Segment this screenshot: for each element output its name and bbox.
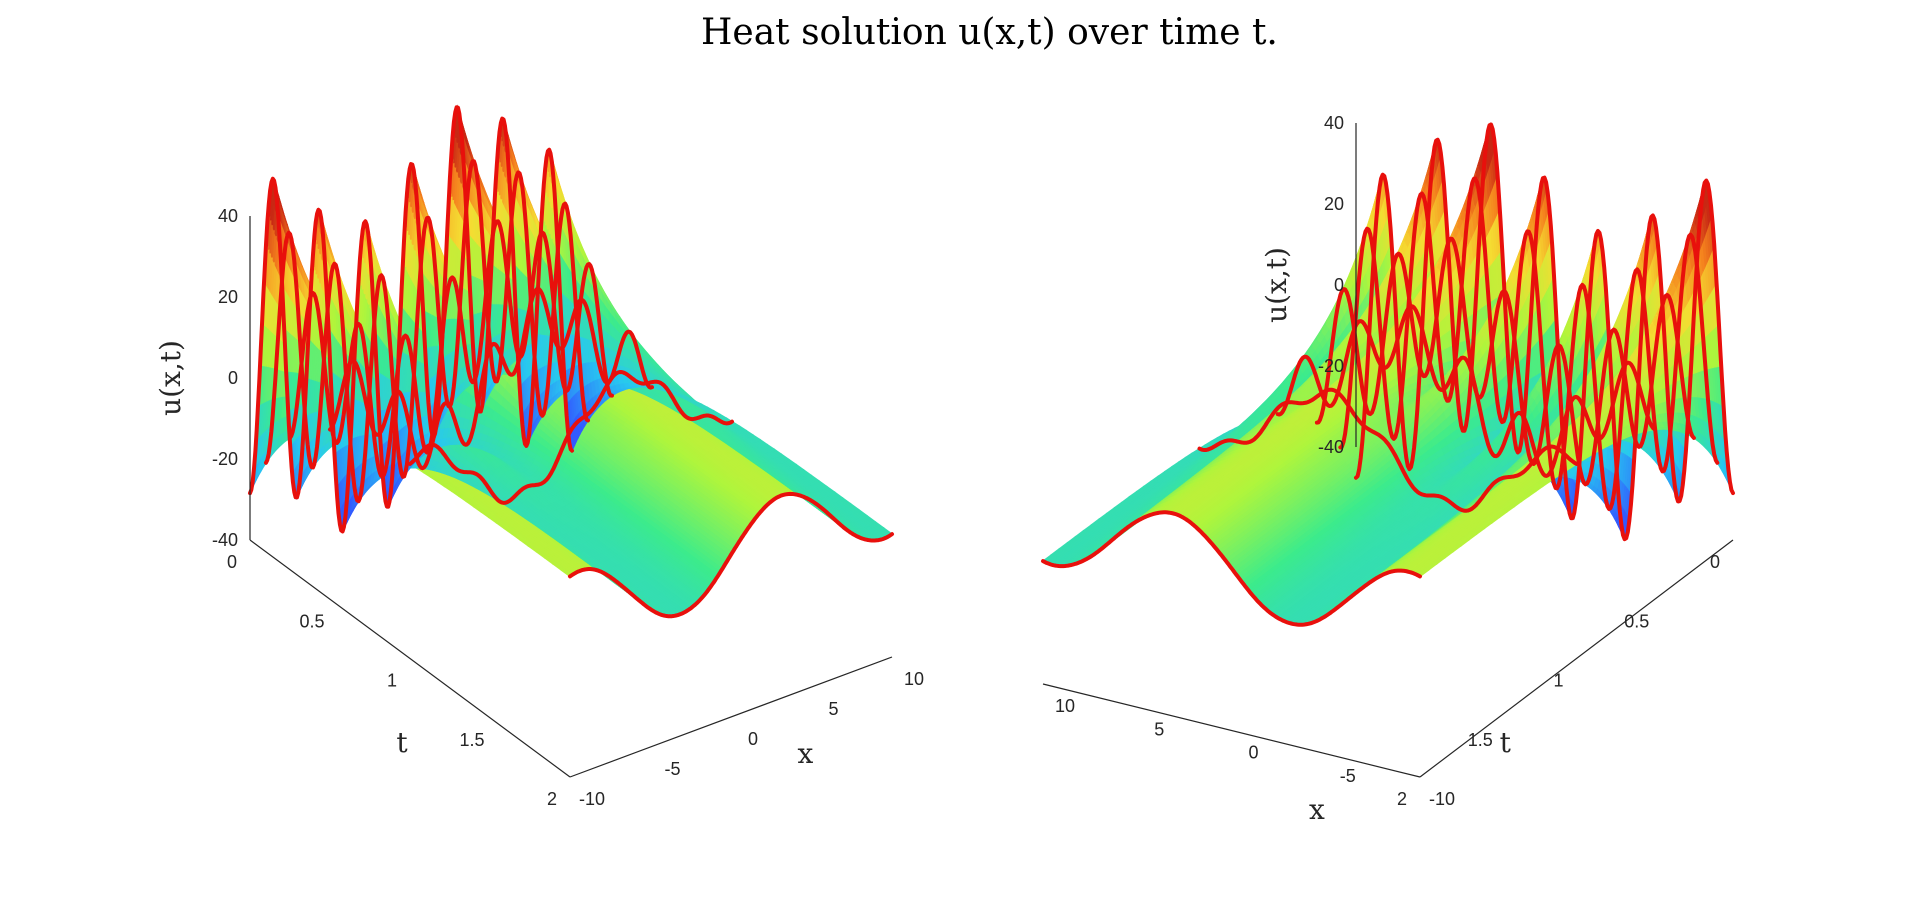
figure-title: Heat solution u(x,t) over time t. bbox=[701, 12, 1278, 53]
